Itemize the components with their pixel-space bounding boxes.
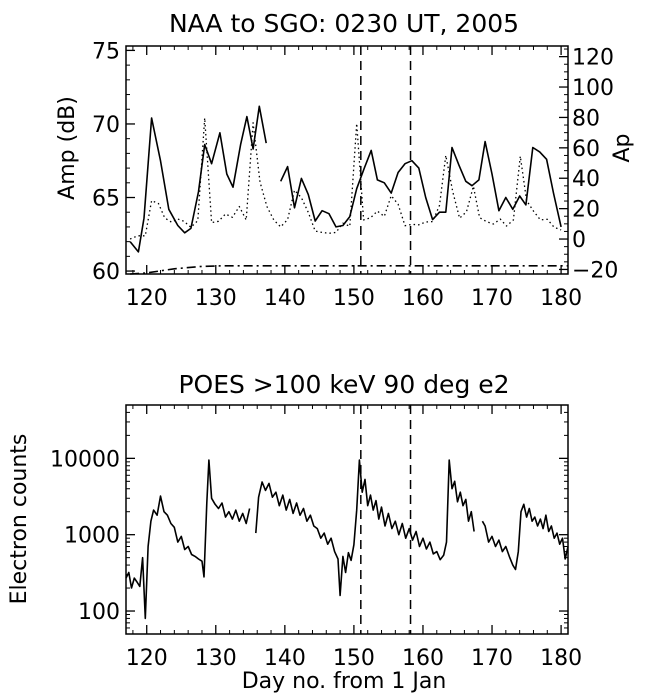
amp-ap-y2-tick-label: 80: [572, 106, 600, 131]
poes-x-tick-label: 160: [402, 646, 444, 671]
amp-ap-y2-tick-label: 40: [572, 167, 600, 192]
poes-series-solid-line: [481, 503, 569, 571]
amp-ap-y-tick-label: 60: [92, 260, 120, 285]
poes-x-tick-label: 150: [333, 646, 375, 671]
amp-ap-x-tick-label: 150: [333, 286, 375, 311]
poes-x-tick-label: 130: [195, 646, 237, 671]
amp-ap-x-tick-label: 160: [402, 286, 444, 311]
amp-ap-x-tick-label: 130: [195, 286, 237, 311]
amp-ap-y-tick-label: 65: [92, 187, 120, 212]
amp-axis-label: Amp (dB): [55, 96, 80, 200]
ap-axis-label: Ap: [610, 133, 635, 162]
amp-ap-y2-tick-label: 20: [572, 198, 600, 223]
amp-ap-plot-frame: [125, 45, 569, 275]
amp-ap-series-dashdot-line: [130, 264, 568, 275]
poes-series-solid-line: [255, 459, 475, 597]
electron-counts-axis-label: Electron counts: [7, 434, 32, 605]
poes-y-tick-label: 1000: [64, 524, 120, 549]
poes-x-tick-label: 170: [471, 646, 513, 671]
poes-series-solid-line: [125, 459, 251, 620]
poes-x-tick-label: 120: [126, 646, 168, 671]
amp-ap-ticks: 120 130 140 150 160 170 180 60 65 70 75 −20 0 20 40 60 8…: [92, 39, 618, 311]
poes-x-tick-label: 180: [540, 646, 582, 671]
poes-x-axis-label: Day no. from 1 Jan: [242, 669, 447, 694]
amp-ap-y2-tick-label: −20: [572, 258, 618, 283]
amp-ap-y-tick-label: 70: [92, 113, 120, 138]
amp-ap-series-solid-line: [129, 105, 267, 253]
poes-series: [125, 405, 569, 634]
amp-ap-x-tick-label: 120: [126, 286, 168, 311]
amp-ap-y2-tick-label: 120: [572, 46, 614, 71]
poes-x-tick-label: 140: [264, 646, 306, 671]
amp-ap-x-tick-label: 180: [540, 286, 582, 311]
amp-ap-x-tick-label: 140: [264, 286, 306, 311]
amp-ap-series-solid-line: [279, 140, 562, 228]
poes-y-tick-label: 10000: [50, 447, 120, 472]
poes-y-tick-label: 100: [78, 600, 120, 625]
amp-ap-y2-tick-label: 60: [572, 137, 600, 162]
poes-panel: POES >100 keV 90 deg e2 Electron counts …: [7, 370, 582, 694]
amp-ap-panel: NAA to SGO: 0230 UT, 2005 Amp (dB) Ap 12…: [55, 9, 635, 311]
amp-ap-x-tick-label: 170: [471, 286, 513, 311]
amp-ap-y2-tick-label: 100: [572, 76, 614, 101]
amp-ap-series: [129, 46, 568, 275]
poes-chart-title: POES >100 keV 90 deg e2: [178, 370, 509, 399]
poes-plot-frame: [125, 404, 569, 635]
amp-ap-y-tick-label: 75: [92, 39, 120, 64]
amp-ap-y2-tick-label: 0: [572, 228, 586, 253]
amp-ap-chart-title: NAA to SGO: 0230 UT, 2005: [169, 9, 519, 38]
amp-ap-series-dotted-line: [129, 117, 562, 240]
poes-ticks: 120 130 140 150 160 170 180 100 1000 10000: [50, 404, 582, 671]
